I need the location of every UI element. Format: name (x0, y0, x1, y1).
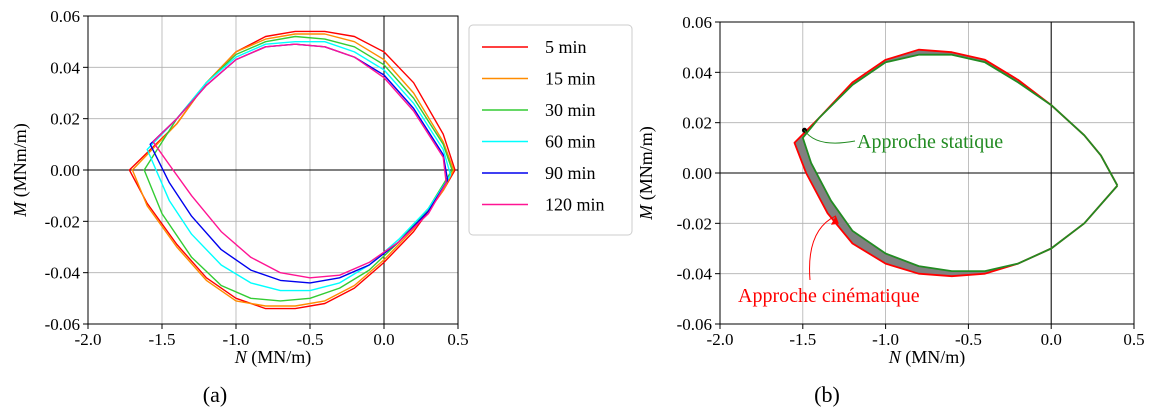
panel-b-xlabel: N (MN/m) (888, 347, 966, 368)
y-tick-label: 0.00 (682, 164, 712, 183)
series-line-1 (131, 33, 455, 307)
panel-a-ylabel-var: M (10, 201, 30, 218)
x-tick-label: 0.0 (1041, 330, 1062, 349)
y-tick-label: 0.04 (50, 58, 80, 77)
panel-a-xlabel: N (MN/m) (234, 347, 312, 368)
panel-b-ylabel: M (MNm/m) (636, 126, 657, 221)
panel-b-zero-lines (720, 22, 1134, 324)
y-tick-label: -0.06 (677, 315, 712, 334)
x-tick-label: 0.5 (447, 330, 468, 349)
x-tick-label: -2.0 (75, 330, 102, 349)
series-line-3 (146, 41, 452, 292)
x-tick-label: 0.5 (1123, 330, 1144, 349)
legend-label-1: 15 min (545, 69, 596, 89)
panel-a-zero-lines (88, 16, 458, 324)
x-tick-label: -1.0 (872, 330, 899, 349)
y-tick-label: -0.06 (45, 315, 80, 334)
y-tick-label: -0.02 (45, 212, 80, 231)
panel-a-legend: 5 min 15 min 30 min 60 min 90 min 120 min (468, 24, 633, 236)
y-tick-label: 0.06 (682, 13, 712, 32)
y-tick-label: -0.02 (677, 214, 712, 233)
panel-a-ylabel-unit: (MNm/m) (10, 123, 31, 202)
series-line-1 (801, 53, 1119, 273)
panel-b-xlabel-unit: (MN/m) (901, 347, 966, 368)
annotation-static-label: Approche statique (857, 131, 1003, 153)
annotation-arrowhead-kinematic (830, 215, 839, 225)
panel-a-xlabel-var: N (234, 347, 248, 367)
y-tick-label: 0.04 (682, 63, 712, 82)
panel-b-label: (b) (814, 382, 840, 407)
band-fill (794, 49, 1118, 277)
panel-b-ylabel-var: M (636, 204, 656, 221)
y-tick-label: 0.00 (50, 161, 80, 180)
legend-label-4: 90 min (545, 163, 596, 183)
annotation-arrow-kinematic (809, 215, 837, 281)
panel-b-xlabel-var: N (888, 347, 902, 367)
series-line-0 (128, 30, 456, 310)
legend-label-0: 5 min (545, 37, 587, 57)
panel-a-ylabel: M (MNm/m) (10, 123, 31, 218)
x-tick-label: -1.5 (789, 330, 816, 349)
legend-label-3: 60 min (545, 132, 596, 152)
panel-a-series (128, 30, 456, 310)
panel-a-legend-box (468, 24, 633, 236)
panel-a-chart: -2.0 -1.5 -1.0 -0.5 0.0 0.5 -0.06 -0.04 -0.02 0.0… (10, 7, 633, 407)
x-tick-label: -1.0 (223, 330, 250, 349)
x-tick-label: -1.5 (149, 330, 176, 349)
series-line-5 (152, 43, 447, 279)
annotation-arrow-static (804, 129, 856, 144)
x-tick-label: -0.5 (297, 330, 324, 349)
legend-label-5: 120 min (545, 195, 605, 215)
y-tick-label: 0.02 (682, 114, 712, 133)
legend-label-2: 30 min (545, 100, 596, 120)
x-tick-label: -0.5 (955, 330, 982, 349)
panel-a-xlabel-unit: (MN/m) (247, 347, 312, 368)
panel-a-label: (a) (203, 382, 227, 407)
series-line-0 (793, 48, 1119, 278)
panel-b-band-group (794, 49, 1118, 277)
annotation-kinematic-label: Approche cinématique (738, 285, 920, 307)
y-tick-label: 0.02 (50, 110, 80, 129)
x-tick-label: 0.0 (373, 330, 394, 349)
panel-b-chart: -2.0 -1.5 -1.0 -0.5 0.0 0.5 -0.06 -0.04 -0.02 0.0… (636, 13, 1145, 407)
y-tick-label: 0.06 (50, 7, 80, 26)
series-line-4 (149, 43, 449, 284)
panel-b-annotations: Approche statique Approche cinématique (738, 127, 1003, 307)
y-tick-label: -0.04 (45, 264, 81, 283)
panel-b-ticks: -2.0 -1.5 -1.0 -0.5 0.0 0.5 -0.06 -0.04 -0.02 0.0… (677, 13, 1145, 349)
panel-a-ticks: -2.0 -1.5 -1.0 -0.5 0.0 0.5 -0.06 -0.04 -0.02 0.0… (45, 7, 469, 349)
x-tick-label: -2.0 (707, 330, 734, 349)
series-line-2 (143, 35, 453, 302)
y-tick-label: -0.04 (677, 265, 713, 284)
panel-b-ylabel-unit: (MNm/m) (636, 126, 657, 205)
panel-b-series (793, 48, 1119, 278)
